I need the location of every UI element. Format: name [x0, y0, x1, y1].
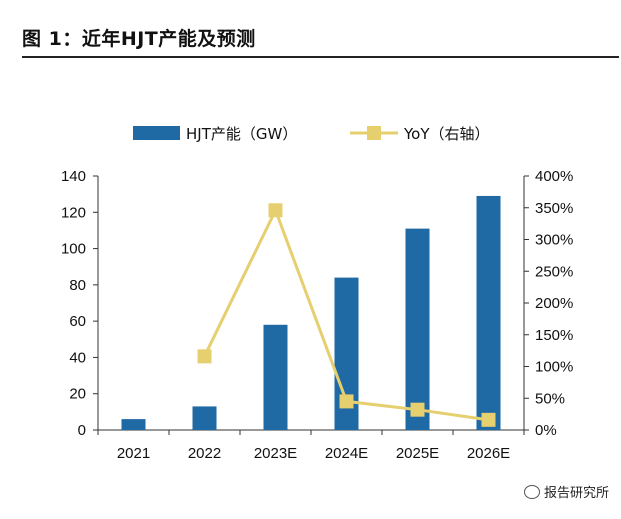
figure-title: 图 1：近年HJT产能及预测: [22, 28, 256, 50]
yoy-marker: [481, 412, 496, 427]
legend-line-label: YoY（右轴）: [403, 125, 490, 143]
yoy-marker: [268, 203, 283, 218]
capacity-bar: [405, 228, 430, 430]
right-tick-label: 300%: [535, 232, 573, 249]
x-tick-label: 2022: [188, 445, 221, 462]
capacity-bar: [476, 195, 501, 430]
capacity-bar: [263, 324, 288, 430]
left-tick-label: 100: [61, 241, 86, 258]
watermark-text: 报告研究所: [543, 486, 609, 501]
right-tick-label: 400%: [535, 168, 573, 185]
wechat-icon: [523, 485, 540, 499]
left-tick-label: 140: [61, 168, 86, 185]
right-tick-label: 0%: [535, 422, 557, 439]
capacity-bar: [121, 419, 146, 430]
yoy-marker: [197, 349, 212, 364]
right-tick-label: 200%: [535, 295, 573, 312]
left-tick-label: 20: [69, 386, 86, 403]
watermark: 报告研究所: [523, 482, 609, 501]
capacity-bar: [192, 406, 217, 430]
right-tick-label: 50%: [535, 390, 565, 407]
left-tick-label: 40: [69, 349, 86, 366]
legend-bar-label: HJT产能（GW）: [186, 125, 297, 143]
title-rule: [22, 56, 619, 58]
x-tick-label: 2021: [117, 445, 150, 462]
legend-line-marker: [367, 126, 381, 140]
yoy-marker: [339, 394, 354, 409]
left-tick-label: 120: [61, 204, 86, 221]
x-tick-label: 2026E: [467, 445, 510, 462]
right-tick-label: 150%: [535, 327, 573, 344]
right-tick-label: 100%: [535, 359, 573, 376]
left-tick-label: 60: [69, 313, 86, 330]
left-tick-label: 0: [78, 422, 86, 439]
x-tick-label: 2024E: [325, 445, 368, 462]
right-tick-label: 350%: [535, 200, 573, 217]
x-tick-label: 2025E: [396, 445, 439, 462]
left-tick-label: 80: [69, 277, 86, 294]
right-tick-label: 250%: [535, 263, 573, 280]
yoy-marker: [410, 402, 425, 417]
x-tick-label: 2023E: [254, 445, 297, 462]
legend-bar-swatch: [133, 126, 180, 140]
